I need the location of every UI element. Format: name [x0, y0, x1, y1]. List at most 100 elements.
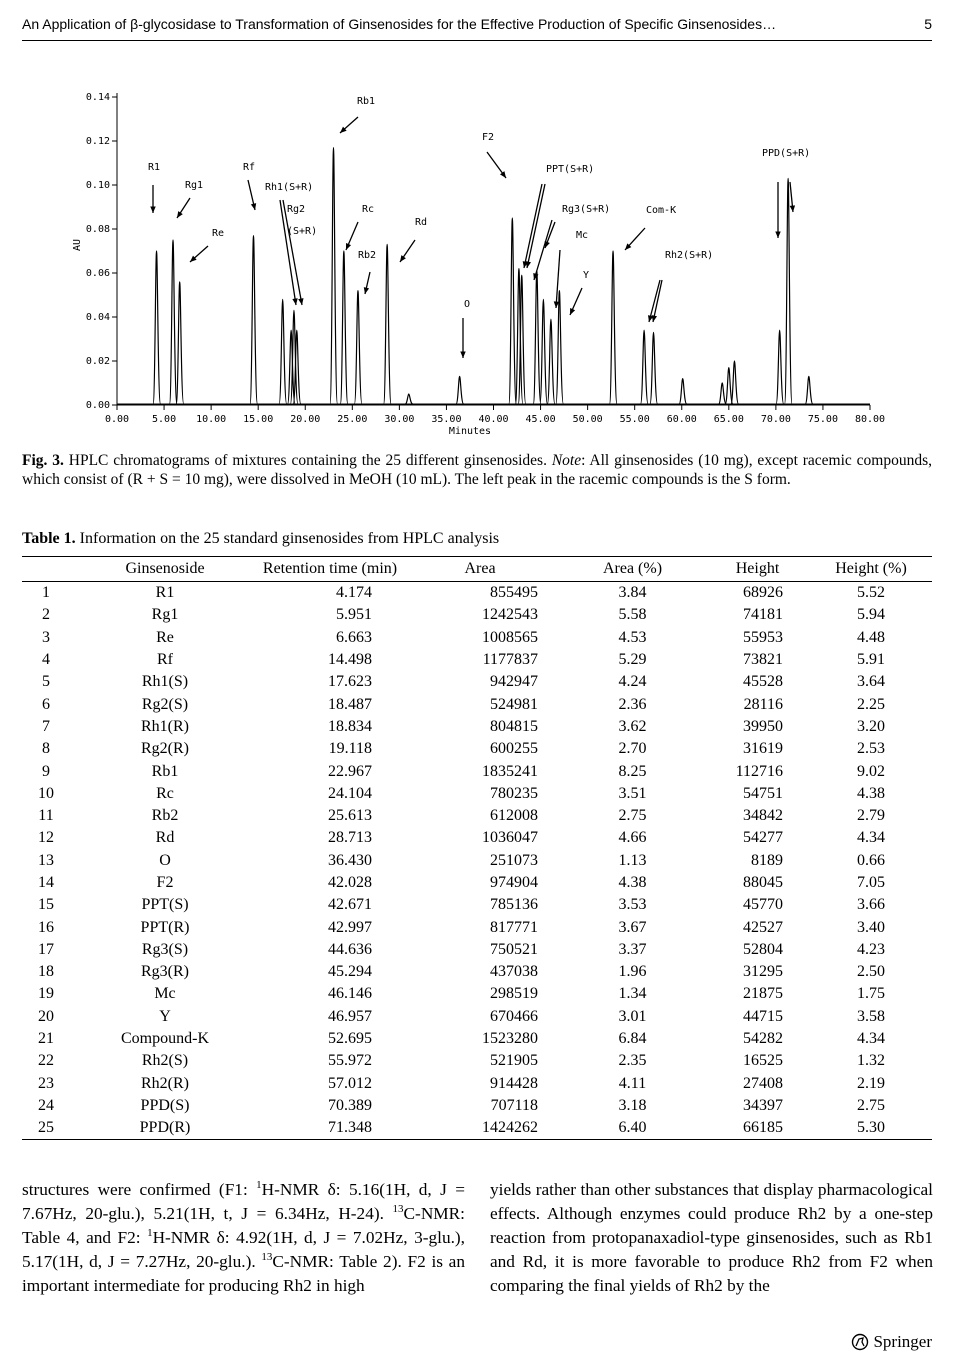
table-row: 7 Rh1(R) 18.834 804815 3.62 39950 3.20	[22, 716, 932, 738]
table-row: 18 Rg3(R) 45.294 437038 1.96 31295 2.50	[22, 961, 932, 983]
table-cell: Rg2(S)	[141, 695, 189, 713]
table-cell: 25	[22, 1117, 70, 1141]
table-cell: 2.79	[857, 807, 885, 825]
table-cell: 4.48	[857, 628, 885, 646]
table-cell: 4.174	[336, 584, 372, 602]
table-row: 23 Rh2(R) 57.012 914428 4.11 27408 2.19	[22, 1073, 932, 1095]
peak-annotation: Rc	[362, 204, 374, 215]
table-cell: 12	[38, 829, 54, 847]
table-cell: 2.50	[857, 963, 885, 981]
x-tick-label: 20.00	[290, 414, 320, 425]
table-cell: 18.834	[328, 717, 372, 735]
table-cell: F2	[156, 874, 174, 891]
annotation-arrow	[533, 219, 553, 281]
superscript: 1	[256, 1179, 262, 1192]
table-cell: 8.25	[618, 762, 647, 780]
table-cell: Rh2(S)	[141, 1052, 189, 1070]
peak	[329, 146, 339, 405]
peak	[514, 267, 524, 405]
caption-label: Fig. 3.	[22, 452, 64, 469]
column-header: Area	[400, 556, 560, 582]
table-row: 12 Rd 28.713 1036047 4.66 54277 4.34	[22, 827, 932, 849]
table-cell: 1	[42, 584, 50, 602]
table-cell: 6.40	[560, 1117, 705, 1141]
table-cell: 54282	[743, 1030, 783, 1048]
superscript: 13	[261, 1251, 273, 1264]
peak	[649, 331, 659, 405]
annotation-arrow	[526, 183, 546, 269]
table-cell: 750521	[490, 940, 538, 958]
peak-annotation: Rd	[415, 217, 427, 228]
table-cell: 15	[38, 896, 54, 914]
table-cell: 1.34	[618, 985, 647, 1003]
table-cell: 4.23	[857, 940, 885, 958]
table-cell: 524981	[490, 695, 538, 713]
table-row: 21 Compound-K 52.695 1523280 6.84 54282 4.34	[22, 1028, 932, 1050]
logo-icon	[852, 1333, 869, 1351]
peak-annotation: Rf	[243, 162, 255, 173]
body-text: structures were confirmed (F1:	[22, 1180, 257, 1199]
peak	[730, 360, 740, 405]
table-cell: 3.62	[618, 717, 647, 735]
table-cell: Re	[156, 628, 174, 646]
table-cell: 1.75	[857, 985, 885, 1003]
table-cell: R1	[155, 584, 175, 602]
table-cell: 298519	[490, 985, 538, 1003]
table-row: 15 PPT(S) 42.671 785136 3.53 45770 3.66	[22, 894, 932, 916]
arrow-head	[775, 231, 781, 238]
arrow-head	[363, 287, 370, 294]
table-cell: 46.146	[328, 985, 372, 1003]
table-cell: 19.118	[328, 740, 372, 758]
table-cell: 28.713	[328, 829, 372, 847]
table-row: 13 O 36.430 251073 1.13 8189 0.66	[22, 850, 932, 872]
table-cell: 5	[42, 673, 50, 691]
x-tick-label: 5.00	[152, 414, 176, 425]
table-cell: 3.67	[618, 918, 647, 936]
arrow-head	[553, 301, 560, 308]
table-cell: 25.613	[328, 807, 372, 825]
table-row: 24 PPD(S) 70.389 707118 3.18 34397 2.75	[22, 1095, 932, 1117]
table-label: Table 1.	[22, 530, 76, 547]
table-cell: PPD(S)	[140, 1096, 190, 1114]
x-tick-label: 80.00	[855, 414, 885, 425]
table-cell: 70.389	[328, 1096, 372, 1114]
body-text: H-NMR δ: 4.92(1H, d, J = 7.02Hz, 3-glu.)…	[22, 1228, 465, 1271]
table-cell: 23	[38, 1074, 54, 1092]
x-tick-label: 55.00	[620, 414, 650, 425]
table-cell: 18	[38, 963, 54, 981]
arrow-head	[346, 243, 352, 250]
table-cell: 71.348	[260, 1117, 400, 1141]
peak	[287, 329, 296, 405]
peak	[152, 250, 162, 405]
peak	[353, 289, 363, 405]
x-tick-label: 50.00	[573, 414, 603, 425]
y-tick-label: 0.06	[86, 268, 110, 279]
table-row: 16 PPT(R) 42.997 817771 3.67 42527 3.40	[22, 916, 932, 938]
arrow-head	[190, 255, 197, 262]
running-title: An Application of β-glycosidase to Trans…	[22, 16, 777, 32]
peak	[289, 309, 299, 405]
table-cell: Rh2(R)	[141, 1074, 189, 1092]
table-cell: 27408	[743, 1074, 783, 1092]
table-cell: 73821	[743, 651, 783, 669]
table-cell: 44715	[743, 1007, 783, 1025]
table-cell: 521905	[490, 1052, 538, 1070]
x-tick-label: 75.00	[808, 414, 838, 425]
peak	[718, 382, 727, 405]
superscript: 13	[392, 1203, 404, 1216]
table-cell: Rg3(S)	[141, 940, 189, 958]
y-axis-label: AU	[72, 239, 83, 251]
annotation-arrow	[648, 279, 661, 323]
arrow-head	[647, 315, 654, 322]
table-cell: 5.91	[857, 651, 885, 669]
table-cell: 780235	[490, 784, 538, 802]
table-cell: 28116	[743, 695, 783, 713]
body-text: C-NMR: Table 2). F2 is an important inte…	[22, 1252, 465, 1295]
table-cell: 36.430	[328, 851, 372, 869]
table-cell: 66185	[705, 1117, 810, 1141]
table-cell: 670466	[490, 1007, 538, 1025]
peak	[404, 393, 414, 405]
table-cell: Rg3(R)	[141, 963, 189, 981]
table-cell: 74181	[743, 606, 783, 624]
caption-text: HPLC chromatograms of mixtures containin…	[63, 452, 552, 469]
